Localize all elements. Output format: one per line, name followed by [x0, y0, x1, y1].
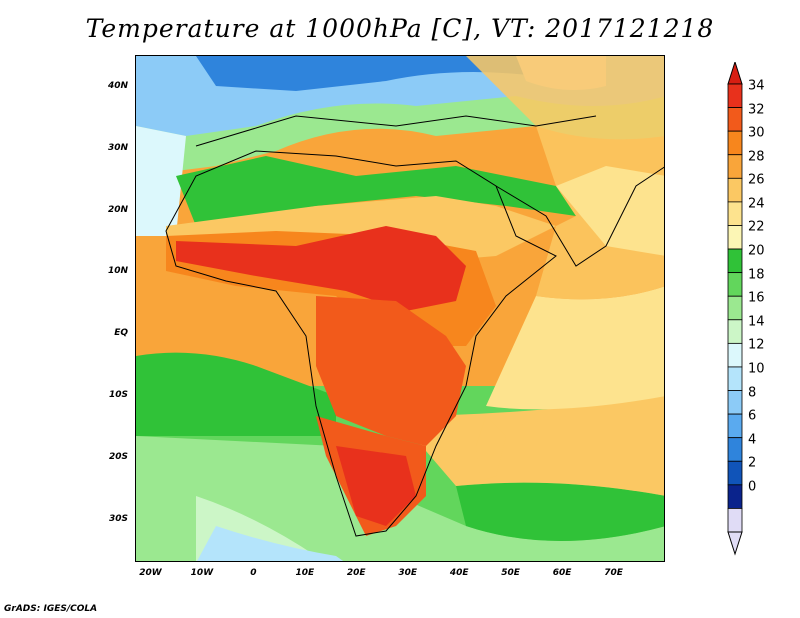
temperature-colorbar	[727, 62, 743, 556]
colorbar-swatch	[727, 295, 743, 321]
colorbar-swatch	[727, 508, 743, 533]
colorbar-value-label: 12	[748, 337, 765, 353]
colorbar-value-label: 30	[748, 125, 765, 141]
colorbar-swatch	[727, 83, 743, 108]
latitude-tick-label: 10S	[108, 390, 128, 401]
longitude-tick-label: 20E	[346, 568, 366, 578]
colorbar-value-label: 32	[748, 102, 765, 118]
software-credit: GrADS: IGES/COLA	[4, 604, 98, 614]
colorbar-swatch	[727, 154, 743, 179]
colorbar-value-label: 22	[748, 219, 765, 235]
colorbar-swatch	[727, 366, 743, 391]
colorbar-swatch	[727, 177, 743, 203]
latitude-tick-label: 20N	[107, 204, 128, 215]
madagascar-island	[476, 416, 506, 481]
colorbar-value-label: 14	[748, 314, 765, 330]
longitude-tick-label: 30E	[398, 568, 418, 578]
europe-cold-zone	[196, 56, 556, 91]
mediterranean-coastline	[195, 115, 597, 147]
india-mild	[556, 166, 664, 256]
temperature-map	[135, 55, 665, 562]
longitude-tick-label: 20W	[139, 568, 162, 578]
colorbar-value-label: 34	[748, 78, 765, 94]
colorbar-swatch	[727, 201, 743, 226]
latitude-tick-label: 40N	[107, 80, 128, 91]
central-africa-hot	[316, 296, 466, 446]
colorbar-bottom-arrow	[727, 531, 743, 556]
africa-coastline	[165, 150, 557, 537]
colorbar-value-label: 16	[748, 290, 765, 306]
colorbar-value-label: 6	[748, 408, 757, 424]
colorbar-value-label: 8	[748, 385, 757, 401]
colorbar-value-label: 20	[748, 243, 765, 259]
colorbar-value-label: 2	[748, 455, 757, 471]
south-atlantic-cold-patch	[197, 526, 344, 561]
colorbar-swatch	[727, 342, 743, 368]
longitude-tick-label: 50E	[501, 568, 520, 578]
indian-ocean-green-band	[456, 482, 664, 541]
arabia-coastline	[495, 166, 664, 267]
atlantic-cool-strip	[136, 126, 186, 236]
colorbar-swatch	[727, 130, 743, 156]
sahel-hottest-zone	[176, 226, 466, 311]
colorbar-swatch	[727, 413, 743, 439]
colorbar-value-label: 24	[748, 196, 765, 212]
longitude-tick-label: 40E	[449, 568, 469, 578]
colorbar-top-arrow	[727, 62, 743, 85]
longitude-tick-label: 10W	[190, 568, 214, 578]
longitude-tick-label: 70E	[604, 568, 623, 578]
colorbar-swatch	[727, 484, 743, 509]
colorbar-value-label: 28	[748, 149, 765, 165]
latitude-tick-label: 30S	[108, 513, 128, 524]
map-canvas	[136, 56, 664, 561]
longitude-tick-label: 10E	[295, 568, 315, 578]
latitude-tick-label: 20S	[108, 451, 128, 462]
indian-ocean-warm-band	[396, 396, 664, 496]
plot-title: Temperature at 1000hPa [C], VT: 20171212…	[85, 14, 715, 43]
colorbar-value-label: 0	[748, 479, 757, 495]
longitude-tick-label: 60E	[552, 568, 572, 578]
colorbar-swatch	[727, 460, 743, 486]
latitude-tick-label: 10N	[107, 266, 128, 277]
colorbar-swatch	[727, 390, 743, 415]
arabian-sea-band	[486, 286, 664, 410]
colorbar-value-label: 26	[748, 172, 765, 188]
latitude-tick-label: EQ	[114, 328, 128, 339]
colorbar-value-label: 4	[748, 432, 757, 448]
atlantic-warm-green-band	[136, 352, 336, 436]
colorbar-swatch	[727, 319, 743, 344]
colorbar-swatch	[727, 437, 743, 462]
colorbar-swatch	[727, 107, 743, 132]
colorbar-swatch	[727, 272, 743, 297]
colorbar-swatch	[727, 248, 743, 274]
colorbar-value-label: 10	[748, 361, 765, 377]
longitude-tick-label: 0	[250, 568, 257, 578]
latitude-tick-label: 30N	[107, 142, 128, 153]
colorbar-value-label: 18	[748, 267, 765, 283]
kalahari-hottest	[336, 446, 416, 526]
colorbar-swatch	[727, 225, 743, 250]
